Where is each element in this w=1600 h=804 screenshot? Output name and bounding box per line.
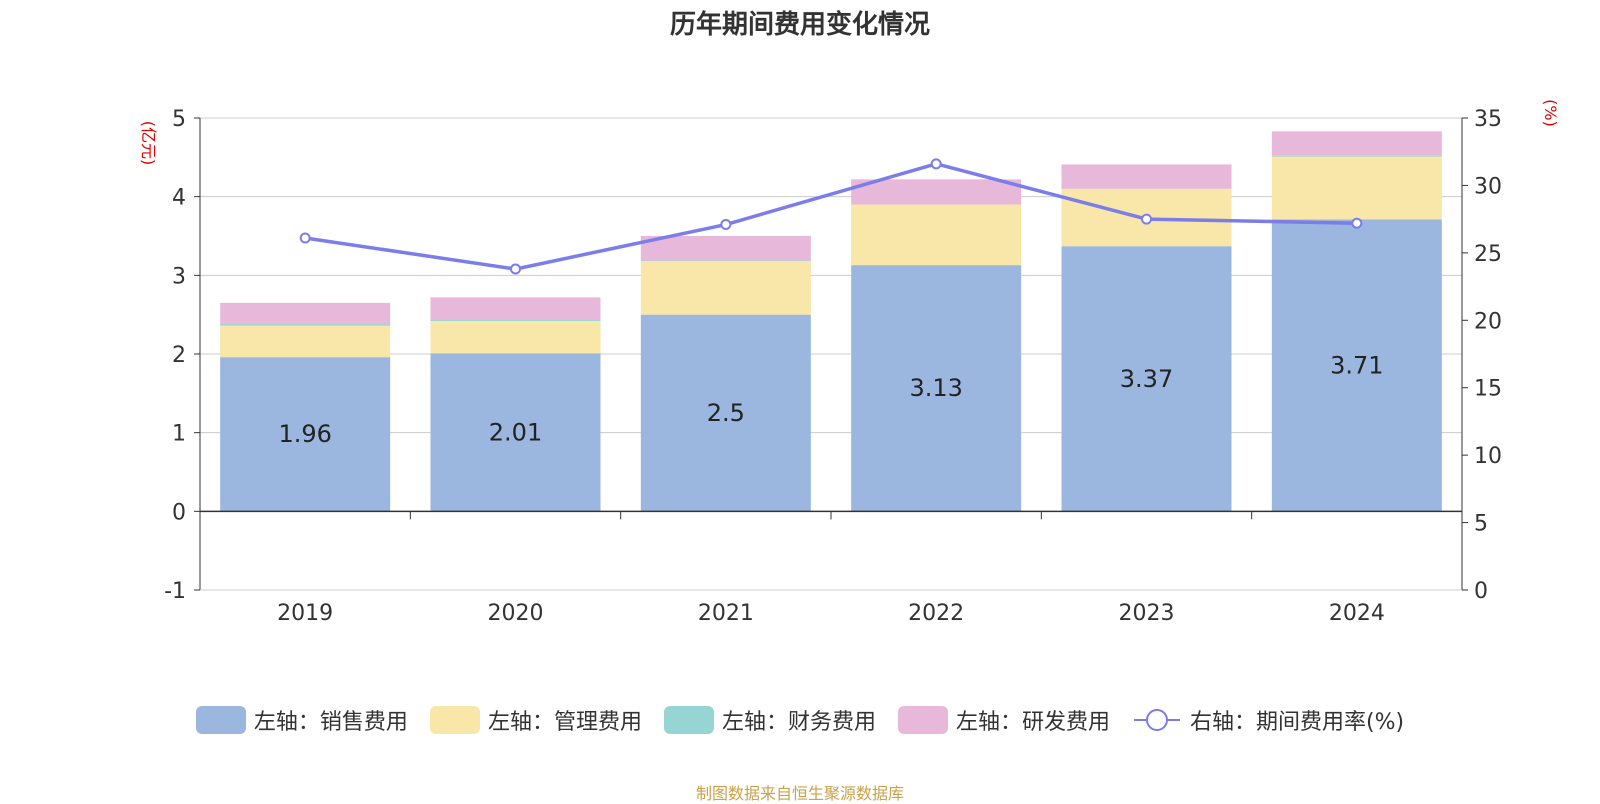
x-tick-label: 2020 [488, 601, 544, 626]
right-axis-unit: (%) [1541, 99, 1560, 127]
bar-segment [430, 319, 601, 321]
right-axis-tick-label: 30 [1474, 174, 1502, 199]
legend-label: 左轴：管理费用 [487, 710, 642, 735]
bar-segment [1271, 155, 1442, 157]
legend-swatch [429, 706, 480, 734]
right-axis-tick-label: 25 [1474, 242, 1502, 267]
bar-segment [1271, 156, 1442, 220]
legend-label: 左轴：财务费用 [721, 710, 876, 735]
legend-label: 右轴：期间费用率(%) [1189, 710, 1405, 735]
legend-swatch [897, 706, 948, 734]
bar-segment [1061, 164, 1232, 189]
bar-segment [430, 320, 601, 354]
x-tick-label: 2023 [1119, 601, 1175, 626]
bar-segment [220, 357, 391, 512]
right-axis-tick-label: 20 [1474, 309, 1502, 334]
bar-segment [430, 297, 601, 320]
bar-segment [220, 325, 391, 358]
bar-segment [851, 265, 1022, 512]
x-tick-label: 2021 [698, 601, 754, 626]
bar-data-label: 3.71 [1330, 351, 1383, 379]
bar-segment [220, 324, 391, 326]
bar-segment [640, 314, 811, 512]
bar-data-label: 1.96 [278, 420, 331, 448]
left-axis-tick-label: 5 [172, 107, 186, 132]
expense-rate-point [299, 232, 311, 244]
legend-item[interactable]: 左轴：销售费用 [195, 704, 408, 736]
bar-data-label: 2.5 [707, 399, 745, 427]
bar-data-label: 3.37 [1120, 365, 1173, 393]
right-axis-tick-label: 0 [1474, 579, 1488, 604]
left-axis-tick-label: 2 [172, 343, 186, 368]
right-axis-tick-label: 5 [1474, 512, 1488, 537]
chart-title: 历年期间费用变化情况 [669, 10, 930, 40]
legend: 左轴：销售费用 左轴：管理费用 左轴：财务费用 左轴：研发费用 右轴：期间费用率(%) [0, 704, 1600, 736]
legend-item[interactable]: 右轴：期间费用率(%) [1132, 704, 1404, 736]
bar-segment [220, 302, 391, 325]
expense-rate-point [510, 263, 521, 275]
legend-item[interactable]: 左轴：研发费用 [897, 704, 1110, 736]
legend-swatch [663, 706, 714, 734]
bar-segment [851, 179, 1022, 205]
bar-data-label: 2.01 [489, 418, 542, 446]
x-tick-label: 2024 [1329, 601, 1385, 626]
legend-line-marker-icon [1133, 709, 1180, 731]
expense-rate-point [1351, 217, 1363, 229]
left-axis-unit: (亿元) [139, 121, 158, 166]
left-axis-tick-label: 0 [172, 500, 186, 525]
bar-segment [1271, 219, 1442, 512]
bar-segment [640, 236, 811, 261]
legend-item[interactable]: 左轴：财务费用 [663, 704, 876, 736]
bar-segment [430, 353, 601, 512]
bar-segment [1271, 131, 1442, 156]
left-axis-tick-label: -1 [164, 579, 186, 604]
right-axis-tick-label: 10 [1474, 444, 1502, 469]
right-axis-tick-label: 15 [1474, 377, 1502, 402]
left-axis-tick-label: 3 [172, 264, 186, 289]
bar-data-label: 3.13 [909, 374, 962, 402]
expense-rate-point [930, 158, 942, 170]
legend-label: 左轴：研发费用 [955, 710, 1110, 735]
bar-segment [851, 204, 1022, 266]
expense-rate-line [304, 162, 1357, 271]
bar-segment [640, 260, 811, 262]
bar-segment [640, 261, 811, 315]
right-axis-tick-label: 35 [1474, 107, 1502, 132]
legend-swatch [195, 706, 246, 734]
legend-label: 左轴：销售费用 [253, 710, 408, 735]
x-tick-label: 2019 [277, 601, 333, 626]
left-axis-tick-label: 4 [172, 186, 186, 211]
left-axis-tick-label: 1 [172, 422, 186, 447]
expense-rate-point [1141, 213, 1152, 225]
bar-segment [1061, 246, 1232, 512]
expense-rate-point [720, 219, 732, 231]
x-tick-label: 2022 [908, 601, 964, 626]
legend-item[interactable]: 左轴：管理费用 [429, 704, 642, 736]
source-note: 制图数据来自恒生聚源数据库 [695, 784, 904, 803]
chart-plot: -1 0 1 2 3 4 5 0 5 10 15 20 25 30 35 (亿元) (%) 1.96 2.01 2.5… [139, 99, 1560, 626]
